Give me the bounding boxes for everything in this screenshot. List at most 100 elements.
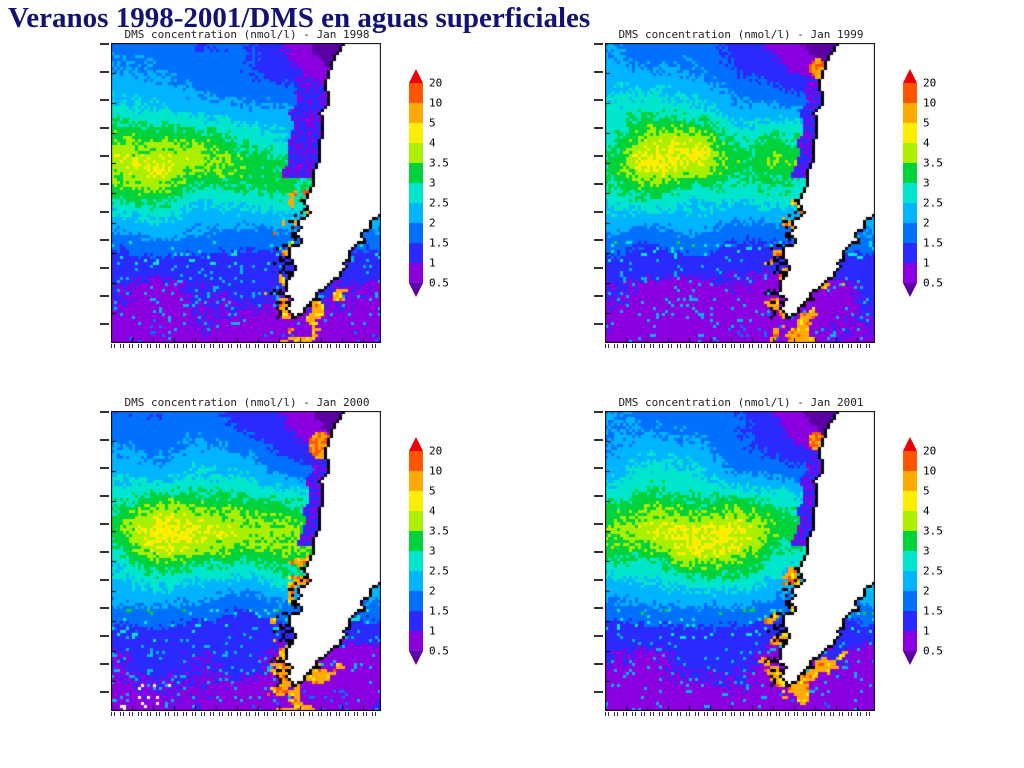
colorbar-label: 3 <box>923 176 930 190</box>
colorbar-bottom-arrow <box>903 651 917 665</box>
colorbar-segment <box>409 263 423 283</box>
colorbar: 20 10 5 4 3.5 3 2.5 2 1.5 1 0.5 <box>903 437 965 669</box>
colorbar-label: 3.5 <box>923 524 943 538</box>
colorbar-label: 3 <box>923 544 930 558</box>
colorbar-top-arrow <box>409 69 423 83</box>
colorbar-label: 4 <box>923 136 930 150</box>
colorbar-label: 0.5 <box>429 644 449 658</box>
colorbar-segment <box>903 491 917 511</box>
colorbar-label: 1.5 <box>923 604 943 618</box>
colorbar-label: 1.5 <box>923 236 943 250</box>
panel-body: 20 10 5 4 3.5 3 2.5 2 1.5 1 0.5 <box>594 43 1024 343</box>
colorbar-segment <box>409 531 423 551</box>
colorbar-bar <box>903 437 917 665</box>
colorbar-segment <box>409 83 423 103</box>
colorbar-segment <box>903 531 917 551</box>
colorbar-label: 20 <box>923 76 937 90</box>
colorbar-segment <box>409 591 423 611</box>
colorbar-bar <box>409 69 423 297</box>
colorbar-label: 1 <box>923 624 930 638</box>
colorbar-top-arrow <box>903 69 917 83</box>
x-axis-ticks <box>111 344 381 348</box>
colorbar-label: 2 <box>923 216 930 230</box>
panel-title: DMS concentration (nmol/l) - Jan 1999 <box>618 28 864 41</box>
colorbar-label: 20 <box>923 444 937 458</box>
dms-map-canvas <box>111 43 381 343</box>
colorbar-segment <box>409 631 423 651</box>
colorbar-bar <box>409 437 423 665</box>
panel-body: 20 10 5 4 3.5 3 2.5 2 1.5 1 0.5 <box>100 411 570 711</box>
colorbar-label: 4 <box>429 136 436 150</box>
colorbar-segment <box>409 143 423 163</box>
colorbar-label: 3.5 <box>429 524 449 538</box>
colorbar-label: 4 <box>923 504 930 518</box>
y-axis-ticks <box>100 411 109 711</box>
colorbar-label: 0.5 <box>923 276 943 290</box>
colorbar-segment <box>903 263 917 283</box>
colorbar-label: 20 <box>429 444 443 458</box>
panel-body: 20 10 5 4 3.5 3 2.5 2 1.5 1 0.5 <box>594 411 1024 711</box>
colorbar-top-arrow <box>903 437 917 451</box>
map-wrap <box>605 411 875 711</box>
colorbar-label: 2.5 <box>923 564 943 578</box>
colorbar-bottom-arrow <box>903 283 917 297</box>
map-wrap <box>111 43 381 343</box>
colorbar-segment <box>409 223 423 243</box>
x-axis-ticks <box>605 344 875 348</box>
slide-title: Veranos 1998-2001/DMS en aguas superfici… <box>8 2 591 34</box>
colorbar-bottom-arrow <box>409 283 423 297</box>
panel-jan-2000: DMS concentration (nmol/l) - Jan 2000 20… <box>100 396 570 716</box>
colorbar-label: 5 <box>923 116 930 130</box>
colorbar-label: 10 <box>429 96 443 110</box>
colorbar-label: 3.5 <box>429 156 449 170</box>
colorbar-label: 1.5 <box>429 604 449 618</box>
colorbar-label: 0.5 <box>923 644 943 658</box>
colorbar-label: 1 <box>429 624 436 638</box>
colorbar-label: 5 <box>923 484 930 498</box>
colorbar-segment <box>409 183 423 203</box>
colorbar-segment <box>903 83 917 103</box>
colorbar-segment <box>409 163 423 183</box>
colorbar: 20 10 5 4 3.5 3 2.5 2 1.5 1 0.5 <box>409 437 471 669</box>
panel-body: 20 10 5 4 3.5 3 2.5 2 1.5 1 0.5 <box>100 43 570 343</box>
colorbar-label: 10 <box>923 96 937 110</box>
colorbar-label: 3 <box>429 176 436 190</box>
colorbar-segment <box>409 471 423 491</box>
colorbar: 20 10 5 4 3.5 3 2.5 2 1.5 1 0.5 <box>903 69 965 301</box>
colorbar-segment <box>903 183 917 203</box>
colorbar-label: 2 <box>923 584 930 598</box>
panel-title: DMS concentration (nmol/l) - Jan 1998 <box>124 28 370 41</box>
panel-jan-2001: DMS concentration (nmol/l) - Jan 2001 20… <box>594 396 1024 716</box>
colorbar-segment <box>409 491 423 511</box>
colorbar-segment <box>903 591 917 611</box>
colorbar-label: 2 <box>429 584 436 598</box>
colorbar-segment <box>409 571 423 591</box>
colorbar-segment <box>903 123 917 143</box>
colorbar-label: 10 <box>429 464 443 478</box>
colorbar-top-arrow <box>409 437 423 451</box>
colorbar-segment <box>903 631 917 651</box>
dms-map-canvas <box>605 411 875 711</box>
colorbar-label: 3 <box>429 544 436 558</box>
colorbar-segment <box>409 103 423 123</box>
colorbar-label: 0.5 <box>429 276 449 290</box>
x-axis-ticks <box>605 712 875 716</box>
panel-jan-1999: DMS concentration (nmol/l) - Jan 1999 20… <box>594 28 1024 348</box>
colorbar-label: 1.5 <box>429 236 449 250</box>
colorbar-label: 2.5 <box>923 196 943 210</box>
map-wrap <box>605 43 875 343</box>
colorbar-bottom-arrow <box>409 651 423 665</box>
colorbar-segment <box>903 551 917 571</box>
colorbar-segment <box>409 203 423 223</box>
colorbar-segment <box>903 471 917 491</box>
colorbar-label: 3.5 <box>923 156 943 170</box>
colorbar-segment <box>903 143 917 163</box>
colorbar-segment <box>409 551 423 571</box>
panel-title: DMS concentration (nmol/l) - Jan 2001 <box>618 396 864 409</box>
colorbar-segment <box>903 203 917 223</box>
colorbar-segment <box>903 451 917 471</box>
colorbar-label: 4 <box>429 504 436 518</box>
dms-map-canvas <box>605 43 875 343</box>
panel-jan-1998: DMS concentration (nmol/l) - Jan 1998 20… <box>100 28 570 348</box>
